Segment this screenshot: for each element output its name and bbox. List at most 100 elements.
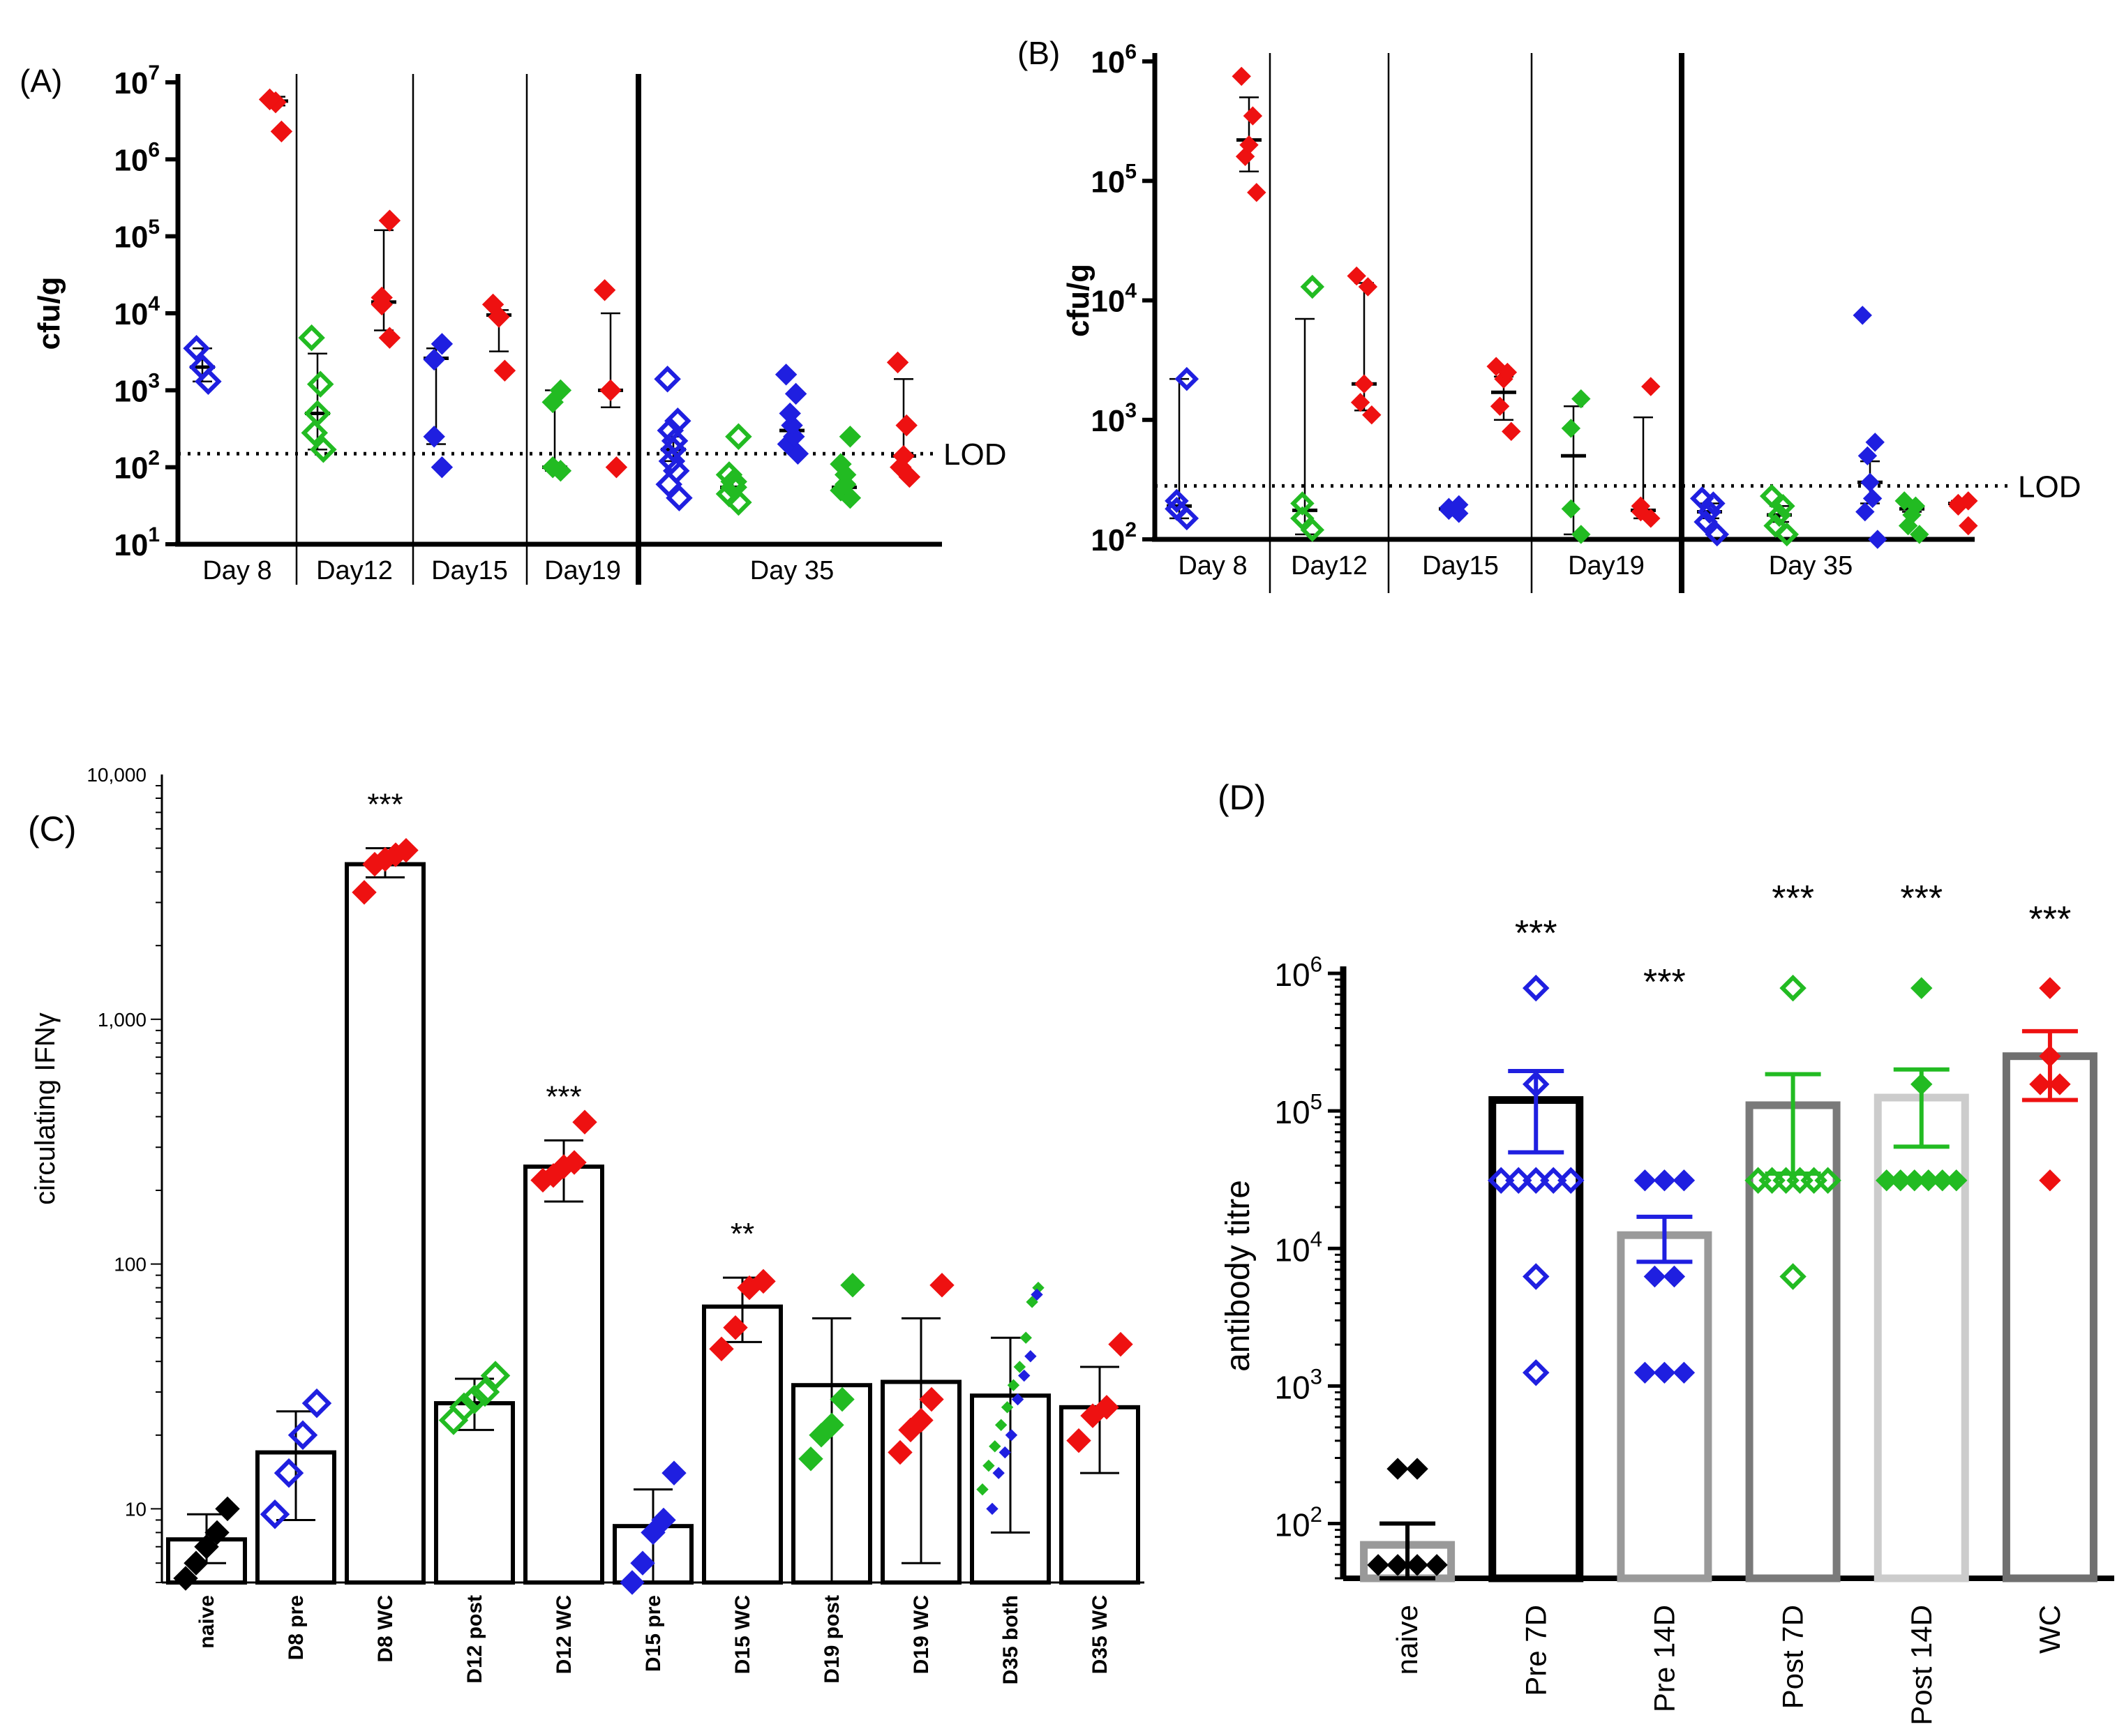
data-point bbox=[1631, 496, 1651, 516]
data-point bbox=[1165, 488, 1189, 514]
y-tick-label: 1,000 bbox=[98, 1009, 147, 1031]
data-point bbox=[378, 327, 401, 349]
data-point bbox=[1490, 396, 1510, 416]
data-point bbox=[664, 407, 691, 435]
data-point bbox=[895, 414, 918, 437]
data-point bbox=[204, 1520, 230, 1546]
data-point bbox=[1362, 405, 1382, 425]
lod-label: LOD bbox=[2018, 470, 2081, 504]
group-label: Day12 bbox=[1291, 551, 1368, 581]
data-point bbox=[982, 1459, 995, 1472]
data-point bbox=[1894, 491, 1914, 511]
data-point bbox=[1571, 389, 1591, 409]
data-point bbox=[1557, 1167, 1585, 1194]
y-tick-label: 103 bbox=[114, 370, 160, 409]
data-point bbox=[188, 353, 216, 381]
data-point bbox=[1426, 1554, 1448, 1576]
significance-label: ** bbox=[731, 1217, 754, 1251]
y-tick-label: 102 bbox=[114, 447, 160, 486]
data-point bbox=[287, 1420, 318, 1451]
y-tick-label: 104 bbox=[1091, 280, 1137, 319]
data-point bbox=[725, 423, 752, 451]
panel-label: (C) bbox=[28, 809, 76, 848]
data-point bbox=[751, 1269, 776, 1294]
data-point bbox=[1857, 446, 1878, 466]
panel-label: (B) bbox=[1017, 35, 1060, 71]
significance-label: *** bbox=[367, 788, 403, 822]
data-point bbox=[929, 1273, 955, 1298]
data-point bbox=[830, 1386, 855, 1412]
data-point bbox=[394, 837, 419, 863]
data-point bbox=[830, 453, 852, 475]
data-point bbox=[620, 1570, 645, 1595]
data-point bbox=[1561, 419, 1581, 438]
group-label: Day 8 bbox=[202, 556, 271, 585]
significance-label: *** bbox=[546, 1079, 581, 1114]
data-point bbox=[1066, 1428, 1091, 1453]
data-point bbox=[1779, 974, 1807, 1002]
y-tick-label: 103 bbox=[1091, 399, 1137, 438]
data-point bbox=[886, 351, 909, 374]
data-point bbox=[661, 1460, 687, 1486]
data-point bbox=[431, 456, 454, 479]
data-point bbox=[1571, 525, 1591, 544]
group-label: Day15 bbox=[431, 556, 508, 585]
group-label: Day12 bbox=[316, 556, 393, 585]
data-point bbox=[2049, 1073, 2071, 1095]
data-point bbox=[2039, 1169, 2061, 1192]
data-point bbox=[260, 1499, 290, 1529]
data-point bbox=[1174, 366, 1199, 391]
data-point bbox=[892, 444, 915, 467]
panel-label: (A) bbox=[20, 63, 62, 99]
data-point bbox=[1367, 1554, 1389, 1576]
category-label: D8 pre bbox=[285, 1595, 308, 1660]
data-point bbox=[371, 286, 393, 309]
data-point bbox=[994, 1419, 1008, 1431]
group-label: Day19 bbox=[1568, 551, 1645, 581]
data-point bbox=[470, 1377, 500, 1407]
data-point bbox=[306, 371, 334, 398]
y-tick-label: 102 bbox=[1274, 1502, 1322, 1543]
group-label: Day19 bbox=[544, 556, 621, 585]
data-point bbox=[1673, 1361, 1696, 1384]
data-point bbox=[423, 426, 445, 448]
y-tick-label: 104 bbox=[1274, 1227, 1322, 1269]
data-point bbox=[310, 435, 337, 463]
data-point bbox=[1011, 1393, 1024, 1406]
data-point bbox=[352, 880, 377, 905]
data-point bbox=[1868, 530, 1887, 549]
category-label: D15 WC bbox=[731, 1595, 754, 1674]
data-point bbox=[1945, 1169, 1968, 1192]
bar bbox=[1874, 1093, 1969, 1582]
category-label: Post 14D bbox=[1905, 1605, 1938, 1726]
data-point bbox=[549, 379, 572, 402]
category-label: naive bbox=[195, 1595, 218, 1649]
y-tick-label: 105 bbox=[1091, 160, 1137, 199]
group-label: Day 35 bbox=[1769, 551, 1853, 581]
data-point bbox=[423, 348, 445, 371]
data-point bbox=[775, 364, 798, 386]
category-label: WC bbox=[2033, 1605, 2066, 1654]
data-point bbox=[779, 402, 801, 425]
data-point bbox=[1031, 1288, 1043, 1301]
data-point bbox=[720, 468, 747, 495]
data-point bbox=[1019, 1331, 1032, 1344]
data-point bbox=[1689, 486, 1714, 511]
data-point bbox=[194, 1534, 219, 1559]
category-label: naive bbox=[1391, 1605, 1423, 1675]
data-point bbox=[1243, 106, 1263, 126]
data-point bbox=[1633, 1361, 1656, 1384]
data-point bbox=[1855, 502, 1875, 522]
data-point bbox=[1862, 488, 1883, 509]
data-point bbox=[1094, 1395, 1119, 1420]
data-point bbox=[572, 1109, 597, 1135]
data-point bbox=[1005, 1429, 1018, 1442]
category-label: D15 pre bbox=[642, 1595, 665, 1672]
data-point bbox=[1300, 274, 1325, 299]
data-point bbox=[1814, 1167, 1841, 1194]
data-point bbox=[654, 365, 681, 393]
data-point bbox=[1358, 277, 1378, 297]
data-point bbox=[1488, 1167, 1515, 1194]
data-point bbox=[270, 120, 293, 143]
